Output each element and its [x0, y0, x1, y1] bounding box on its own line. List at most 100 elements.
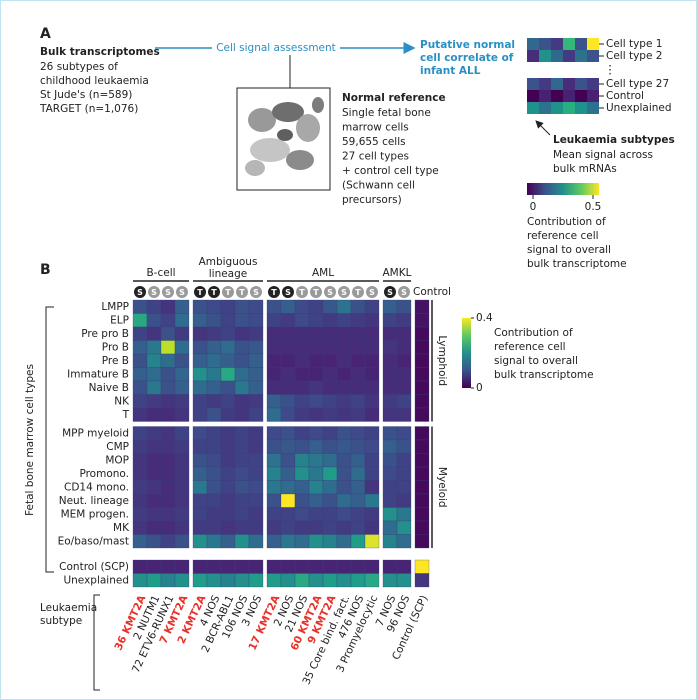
- heatmap-cell: [280, 394, 296, 409]
- heatmap-cell: [220, 453, 236, 468]
- heatmap-cell: [350, 326, 366, 341]
- heatmap-cell: [396, 480, 412, 495]
- heatmap-cell: [414, 493, 430, 508]
- heatmap-cell: [174, 439, 190, 454]
- heatmap-cell: [364, 353, 380, 368]
- heatmap-cell: [308, 367, 324, 382]
- colorbar-tick-label: 0.5: [585, 201, 602, 213]
- cohort-icon-letter: S: [151, 288, 157, 297]
- bulk-title: Bulk transcriptomes: [40, 46, 160, 58]
- heatmap-cell: [364, 340, 380, 355]
- row-label: Immature B: [67, 368, 129, 380]
- heatmap-cell: [350, 407, 366, 422]
- heatmap-cell: [160, 439, 176, 454]
- assessment: Cell signal assessment: [216, 42, 336, 54]
- heatmap-cell: [280, 407, 296, 422]
- heatmap-cell: [192, 520, 208, 535]
- heatmap-cell: [132, 380, 148, 395]
- colorbar-label: reference cell: [494, 341, 566, 353]
- heatmap-cell: [174, 340, 190, 355]
- heatmap-cell: [174, 453, 190, 468]
- colorbar: [462, 318, 471, 388]
- heatmap-cell: [234, 313, 250, 328]
- heatmap-cell: [280, 520, 296, 535]
- heatmap-cell: [132, 353, 148, 368]
- heatmap-cell: [248, 326, 264, 341]
- reference-line: precursors): [342, 194, 402, 206]
- heatmap-cell: [364, 507, 380, 522]
- heatmap-cell: [220, 313, 236, 328]
- heatmap-cell: [234, 466, 250, 481]
- caption-title: Leukaemia subtypes: [553, 134, 675, 146]
- cohort-icon-letter: S: [253, 288, 259, 297]
- heatmap-cell: [322, 313, 338, 328]
- heatmap-cell: [308, 299, 324, 314]
- bracket: [45, 306, 54, 573]
- heatmap-cell: [266, 367, 282, 382]
- heatmap-cell: [132, 480, 148, 495]
- heatmap-cell: [234, 394, 250, 409]
- arrow: [535, 120, 551, 136]
- heatmap-cell: [266, 466, 282, 481]
- heatmap-cell: [220, 326, 236, 341]
- heatmap-cell: [396, 340, 412, 355]
- heatmap-cell: [382, 559, 398, 574]
- heatmap-cell: [336, 326, 352, 341]
- heatmap-cell: [308, 493, 324, 508]
- heatmap-cell: [146, 380, 162, 395]
- heatmap-cell: [266, 394, 282, 409]
- cohort-icon-letter: T: [211, 288, 217, 297]
- heatmap-cell: [322, 394, 338, 409]
- cohort-icon: [222, 286, 234, 298]
- heatmap-cell: [350, 507, 366, 522]
- heatmap-cell: [220, 439, 236, 454]
- cohort-icon: [366, 286, 378, 298]
- row-label: Control (SCP): [59, 561, 129, 573]
- heatmap-cell: [322, 299, 338, 314]
- heatmap-cell: [146, 353, 162, 368]
- heatmap-cell: [192, 299, 208, 314]
- heatmap-cell: [160, 559, 176, 574]
- heatmap-cell: [382, 466, 398, 481]
- heatmap-cell: [206, 326, 222, 341]
- heatmap-cell: [308, 353, 324, 368]
- heatmap-cell: [396, 453, 412, 468]
- heatmap-cell: [192, 326, 208, 341]
- heatmap-cell: [234, 453, 250, 468]
- heatmap-cell: [294, 353, 310, 368]
- heatmap-cell: [308, 407, 324, 422]
- heatmap-cell: [248, 380, 264, 395]
- heatmap-cell: [350, 534, 366, 549]
- heatmap-cell: [160, 520, 176, 535]
- heatmap-cell: [414, 534, 430, 549]
- heatmap-cell: [350, 439, 366, 454]
- heatmap-cell: [206, 439, 222, 454]
- heatmap-cell: [350, 394, 366, 409]
- heatmap-cell: [396, 299, 412, 314]
- ellipsis: ⋮: [604, 63, 616, 77]
- cohort-icon-letter: T: [225, 288, 231, 297]
- heatmap-cell: [146, 520, 162, 535]
- heatmap-cell: [322, 534, 338, 549]
- heatmap-cell: [280, 380, 296, 395]
- heatmap-cell: [248, 439, 264, 454]
- heatmap-cell: [336, 573, 352, 588]
- row-label: Pro B: [102, 341, 129, 353]
- heatmap-cell: [248, 493, 264, 508]
- heatmap-cell: [294, 480, 310, 495]
- cohort-icon-letter: T: [313, 288, 319, 297]
- heatmap-cell: [364, 407, 380, 422]
- heatmap-cell: [248, 299, 264, 314]
- heatmap-cell: [132, 426, 148, 441]
- heatmap-cell: [336, 340, 352, 355]
- cohort-icon-letter: S: [341, 288, 347, 297]
- group-header: AMKL: [383, 267, 412, 279]
- heatmap-cell: [364, 439, 380, 454]
- heatmap-cell: [308, 439, 324, 454]
- cohort-icon: [148, 286, 160, 298]
- heatmap-cell: [336, 380, 352, 395]
- heatmap-cell: [350, 380, 366, 395]
- heatmap-cell: [364, 326, 380, 341]
- heatmap-cell: [220, 340, 236, 355]
- heatmap-cell: [322, 453, 338, 468]
